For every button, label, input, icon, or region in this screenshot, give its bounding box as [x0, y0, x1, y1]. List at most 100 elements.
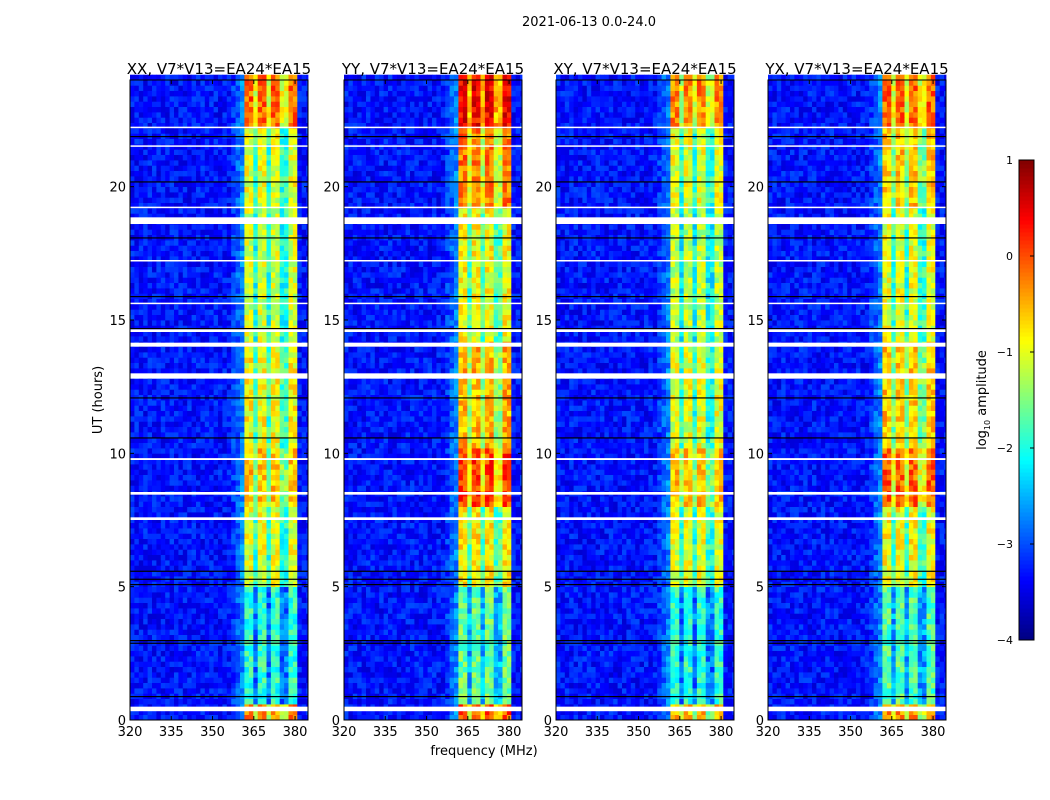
- heatmap-cell: [226, 272, 232, 278]
- heatmap-cell: [200, 176, 206, 182]
- heatmap-cell: [156, 666, 162, 673]
- heatmap-cell: [130, 421, 135, 427]
- heatmap-cell: [297, 666, 303, 673]
- heatmap-cell: [301, 400, 307, 406]
- heatmap-cell: [279, 122, 285, 129]
- heatmap-cell: [143, 474, 148, 481]
- heatmap-cell: [248, 277, 254, 283]
- heatmap-cell: [134, 666, 140, 673]
- heatmap-cell: [248, 261, 254, 267]
- heatmap-cell: [143, 442, 148, 449]
- heatmap-cell: [200, 618, 206, 625]
- heatmap-cell: [266, 90, 272, 97]
- heatmap-cell: [240, 421, 245, 427]
- heatmap-cell: [284, 224, 289, 230]
- heatmap-cell: [178, 570, 184, 577]
- heatmap-cell: [292, 272, 298, 278]
- heatmap-cell: [231, 138, 236, 145]
- heatmap-cell: [156, 517, 162, 523]
- heatmap-cell: [248, 698, 254, 705]
- heatmap-cell: [191, 453, 197, 459]
- heatmap-cell: [178, 405, 184, 411]
- heatmap-cell: [218, 714, 223, 721]
- heatmap-cell: [174, 661, 179, 667]
- heatmap-cell: [134, 309, 140, 315]
- heatmap-cell: [143, 698, 148, 705]
- heatmap-cell: [182, 378, 188, 385]
- heatmap-cell: [297, 112, 303, 118]
- heatmap-cell: [279, 362, 285, 369]
- heatmap-cell: [275, 464, 281, 470]
- heatmap-cell: [297, 544, 303, 550]
- heatmap-cell: [306, 154, 309, 161]
- heatmap-cell: [138, 346, 144, 353]
- heatmap-cell: [174, 346, 179, 353]
- heatmap-cell: [297, 421, 303, 427]
- heatmap-cell: [134, 426, 140, 433]
- heatmap-cell: [130, 400, 135, 406]
- heatmap-cell: [244, 560, 250, 566]
- heatmap-cell: [297, 368, 303, 374]
- heatmap-cell: [182, 421, 188, 427]
- heatmap-cell: [134, 80, 140, 86]
- heatmap-cell: [279, 250, 285, 257]
- heatmap-cell: [138, 421, 144, 427]
- heatmap-cell: [165, 154, 170, 161]
- heatmap-cell: [130, 170, 135, 177]
- heatmap-cell: [209, 538, 214, 545]
- heatmap-cell: [147, 309, 153, 315]
- heatmap-cell: [306, 101, 309, 107]
- heatmap-cell: [284, 506, 289, 513]
- heatmap-cell: [240, 160, 245, 166]
- heatmap-cell: [248, 176, 254, 182]
- heatmap-cell: [275, 480, 281, 486]
- heatmap-cell: [152, 554, 157, 561]
- heatmap-cell: [160, 666, 166, 673]
- heatmap-cell: [288, 330, 294, 337]
- heatmap-cell: [143, 506, 148, 513]
- heatmap-cell: [266, 389, 272, 395]
- heatmap-cell: [130, 96, 135, 102]
- heatmap-cell: [147, 528, 153, 534]
- heatmap-cell: [235, 309, 241, 315]
- heatmap-cell: [270, 368, 276, 374]
- heatmap-cell: [244, 400, 250, 406]
- heatmap-cell: [178, 186, 184, 193]
- heatmap-cell: [200, 378, 206, 385]
- heatmap-cell: [218, 592, 223, 598]
- heatmap-cell: [266, 277, 272, 283]
- heatmap-cell: [222, 698, 228, 705]
- heatmap-cell: [284, 533, 289, 539]
- heatmap-cell: [222, 544, 228, 550]
- heatmap-cell: [156, 474, 162, 481]
- heatmap-cell: [204, 298, 210, 305]
- heatmap-cell: [244, 437, 250, 443]
- heatmap-cell: [244, 288, 250, 294]
- heatmap-cell: [279, 448, 285, 454]
- heatmap-cell: [147, 176, 153, 182]
- heatmap-cell: [160, 554, 166, 561]
- heatmap-cell: [156, 650, 162, 657]
- heatmap-cell: [266, 554, 272, 561]
- heatmap-cell: [143, 688, 148, 694]
- heatmap-cell: [147, 277, 153, 283]
- heatmap-cell: [301, 453, 307, 459]
- heatmap-cell: [138, 384, 144, 390]
- heatmap-cell: [226, 437, 232, 443]
- heatmap-cell: [147, 368, 153, 374]
- heatmap-cell: [174, 245, 179, 251]
- heatmap-cell: [169, 645, 175, 651]
- heatmap-cell: [169, 661, 175, 667]
- heatmap-cell: [279, 256, 285, 262]
- heatmap-cell: [301, 170, 307, 177]
- heatmap-cell: [240, 384, 245, 390]
- heatmap-cell: [165, 197, 170, 203]
- heatmap-cell: [266, 74, 272, 81]
- heatmap-cell: [213, 165, 219, 171]
- heatmap-cell: [231, 229, 236, 235]
- heatmap-cell: [292, 85, 298, 91]
- heatmap-cell: [235, 586, 241, 593]
- heatmap-cell: [231, 181, 236, 187]
- heatmap-cell: [244, 682, 250, 689]
- heatmap-cell: [200, 442, 206, 449]
